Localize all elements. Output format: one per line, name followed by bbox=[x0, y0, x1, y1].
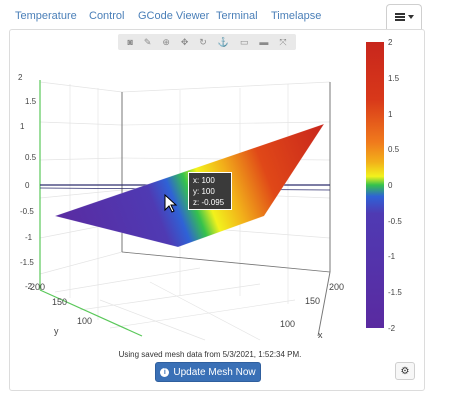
camera-icon[interactable]: ◙ bbox=[127, 37, 133, 47]
update-mesh-label: Update Mesh Now bbox=[173, 366, 256, 378]
colorbar-ticks: 2 1.5 1 0.5 0 -0.5 -1 -1.5 -2 bbox=[388, 38, 402, 333]
colorbar bbox=[366, 42, 384, 328]
z-tick: 2 bbox=[18, 73, 23, 82]
colorbar-tick: 1.5 bbox=[388, 74, 400, 83]
colorbar-tick: -0.5 bbox=[388, 217, 402, 226]
info-circle-icon: i bbox=[160, 367, 170, 377]
more-tabs-menu-button[interactable] bbox=[386, 4, 422, 29]
rotate-icon[interactable]: ↻ bbox=[199, 37, 207, 47]
colorbar-tick: 2 bbox=[388, 38, 393, 47]
xy-axis-ticks: 100 150 200 y 100 150 200 x bbox=[30, 282, 344, 340]
cursor-arrow-icon bbox=[164, 193, 178, 213]
x-tick: 150 bbox=[305, 296, 320, 306]
tab-temperature[interactable]: Temperature bbox=[15, 10, 77, 22]
z-tick: -0.5 bbox=[20, 207, 34, 216]
colorbar-tick: -2 bbox=[388, 324, 396, 333]
x-axis-label: x bbox=[318, 330, 323, 340]
colorbar-tick: -1.5 bbox=[388, 288, 402, 297]
z-tick: -1 bbox=[25, 233, 33, 242]
z-axis-ticks: 2 1.5 1 0.5 0 -0.5 -1 -1.5 -2 bbox=[18, 73, 37, 291]
tooltip-x: x: 100 bbox=[193, 176, 215, 185]
settings-button[interactable]: ⚙ bbox=[395, 362, 415, 380]
tooltip-z: z: -0.095 bbox=[193, 198, 225, 207]
zoom-icon[interactable]: ⊕ bbox=[162, 37, 170, 47]
z-tick: -2 bbox=[25, 282, 33, 291]
tooltip-y: y: 100 bbox=[193, 187, 215, 196]
tab-bar: Temperature Control GCode Viewer Termina… bbox=[0, 0, 474, 34]
tab-timelapse[interactable]: Timelapse bbox=[271, 10, 322, 22]
plotly-logo-icon[interactable]: ⤧ bbox=[279, 37, 287, 47]
x-tick: 100 bbox=[280, 319, 295, 329]
y-tick: 200 bbox=[30, 282, 45, 292]
pan-icon[interactable]: ✥ bbox=[180, 37, 189, 47]
colorbar-tick: -1 bbox=[388, 252, 396, 261]
colorbar-tick: 0 bbox=[388, 181, 393, 190]
plot-modebar: ◙ ✎ ⊕ ✥ ↻ ⚓ ▭ ▬ ⤧ bbox=[118, 34, 296, 50]
gear-icon: ⚙ bbox=[400, 365, 410, 377]
caret-down-icon bbox=[407, 15, 414, 19]
z-tick: 0 bbox=[25, 181, 30, 190]
colorbar-tick: 0.5 bbox=[388, 145, 400, 154]
x-tick: 200 bbox=[329, 282, 344, 292]
hamburger-icon bbox=[394, 13, 405, 21]
y-tick: 150 bbox=[52, 297, 67, 307]
tab-gcode-viewer[interactable]: GCode Viewer bbox=[138, 10, 210, 22]
colorbar-tick: 1 bbox=[388, 110, 393, 119]
hover-tooltip: x: 100 y: 100 z: -0.095 bbox=[188, 172, 232, 210]
y-tick: 100 bbox=[77, 316, 92, 326]
hover-icon[interactable]: ▬ bbox=[259, 37, 269, 47]
reset-icon[interactable]: ▭ bbox=[239, 37, 249, 47]
z-tick: -1.5 bbox=[20, 258, 34, 267]
z-tick: 1 bbox=[20, 122, 25, 131]
orbit-icon[interactable]: ⚓ bbox=[217, 37, 229, 47]
mesh-info-text: Using saved mesh data from 5/3/2021, 1:5… bbox=[118, 350, 302, 359]
z-tick: 0.5 bbox=[25, 153, 37, 162]
pencil-icon[interactable]: ✎ bbox=[143, 37, 152, 47]
y-axis-label: y bbox=[54, 326, 59, 336]
tab-terminal[interactable]: Terminal bbox=[216, 10, 258, 22]
z-tick: 1.5 bbox=[25, 97, 37, 106]
update-mesh-button[interactable]: i Update Mesh Now bbox=[155, 362, 261, 382]
tab-control[interactable]: Control bbox=[89, 10, 125, 22]
